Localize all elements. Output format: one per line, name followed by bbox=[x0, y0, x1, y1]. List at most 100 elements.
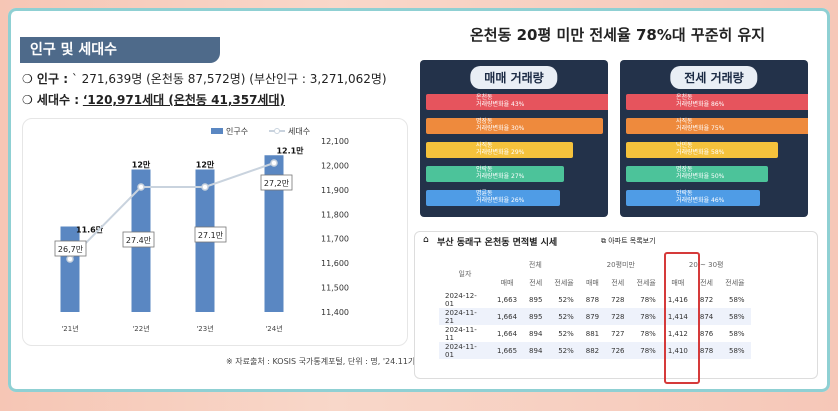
volume-bar: 사직동 거래량변화율 29% bbox=[426, 142, 573, 158]
external-link-icon: ⧉ bbox=[601, 237, 606, 245]
value-cell: 878 bbox=[585, 295, 600, 304]
household-point bbox=[137, 183, 145, 191]
x-tick-label: '23년 bbox=[196, 324, 213, 333]
household-label: ❍ 세대수 : bbox=[22, 93, 80, 107]
value-cell: 894 bbox=[523, 342, 549, 359]
sub-header: 전세 bbox=[611, 278, 625, 287]
bar-change-rate: 거래량변화율 58% bbox=[676, 149, 725, 156]
source-note: ※ 자료출처 : KOSIS 국가통계포털, 단위 : 명, '24.11기준 bbox=[226, 357, 423, 366]
bar-change-rate: 거래량변화율 30% bbox=[476, 125, 525, 132]
y-tick-label: 11,700 bbox=[321, 235, 349, 244]
value-cell: 876 bbox=[699, 329, 714, 338]
value-cell: 882 bbox=[579, 342, 606, 359]
value-cell: 881 bbox=[585, 329, 600, 338]
value-cell: 728 bbox=[611, 295, 625, 304]
headline: 온천동 20평 미만 전세율 78%대 꾸준히 유지 bbox=[470, 26, 766, 44]
bar-change-rate: 거래량변화율 75% bbox=[676, 125, 725, 132]
bar-change-rate: 거래량변화율 26% bbox=[476, 197, 525, 204]
group-header: 20 ~ 30평 bbox=[688, 261, 724, 269]
volume-bar: 안락동 거래량변화율 46% bbox=[626, 190, 760, 206]
bar-change-rate: 거래량변화율 86% bbox=[676, 101, 725, 108]
bar-area-name: 명장동 bbox=[676, 166, 693, 174]
population-label: ❍ 인구 : bbox=[22, 72, 68, 86]
household-label-box bbox=[260, 174, 293, 191]
sub-header: 전세 bbox=[700, 278, 713, 287]
jeonse-volume-panel: 전세 거래량 온천동 거래량변화율 86% 사직동 거래량변화율 75% 낙민동 거래량변… bbox=[620, 60, 808, 217]
value-cell: 52% bbox=[548, 308, 580, 325]
bar-change-rate: 거래량변화율 29% bbox=[476, 149, 525, 156]
value-cell: 872 bbox=[699, 295, 714, 304]
household-line bbox=[69, 162, 275, 260]
bar-change-rate: 거래량변화율 50% bbox=[676, 173, 725, 180]
value-cell: 726 bbox=[605, 342, 631, 359]
value-cell: 1,412 bbox=[667, 329, 688, 338]
group-header: 20평미만 bbox=[606, 261, 635, 269]
value-cell: 52% bbox=[558, 329, 574, 338]
population-info: ❍ 인구 : ` 271,639명 (온천동 87,572명) (부산인구 : … bbox=[22, 70, 402, 112]
value-cell: 728 bbox=[605, 308, 631, 325]
volume-bar: 온천동 거래량변화율 43% bbox=[426, 94, 608, 110]
household-point bbox=[201, 183, 209, 191]
household-label-box bbox=[194, 226, 227, 243]
value-cell: 1,410 bbox=[661, 342, 694, 359]
bar-value-label: 12만 bbox=[132, 160, 151, 170]
bar-area-name: 안락동 bbox=[676, 190, 693, 198]
household-value-label: 27.4만 bbox=[126, 236, 152, 245]
volume-bar: 사직동 거래량변화율 75% bbox=[626, 118, 808, 134]
population-bar bbox=[60, 226, 80, 312]
bar-area-name: 낙민동 bbox=[676, 142, 693, 150]
table-row: 2024-11-11 1,664 894 52% 881 727 78% 1,412 876 58… bbox=[439, 325, 751, 342]
sub-header: 전세 bbox=[529, 278, 543, 287]
bar-area-name: 사직동 bbox=[476, 142, 493, 150]
bar-value-label: 11.6만 bbox=[76, 225, 104, 235]
household-point bbox=[270, 159, 278, 167]
bar-area-name: 안락동 bbox=[476, 166, 493, 174]
bar-area-name: 명장동 bbox=[476, 118, 493, 126]
home-icon: ⌂ bbox=[423, 235, 429, 245]
legend-population: 인구수 bbox=[226, 126, 248, 136]
sub-header: 매매 bbox=[500, 278, 514, 287]
value-cell: 895 bbox=[523, 308, 549, 325]
household-point bbox=[66, 255, 74, 263]
sub-header: 전세율 bbox=[636, 278, 656, 287]
legend-households: 세대수 bbox=[288, 127, 310, 136]
household-line: ❍ 세대수 : ‘120,971세대 (온천동 41,357세대) bbox=[22, 91, 402, 108]
bar-value-label: 12.1만 bbox=[276, 145, 304, 155]
apartment-list-label: 아파트 목록보기 bbox=[608, 237, 656, 245]
household-label-box bbox=[122, 231, 155, 248]
bar-change-rate: 거래량변화율 27% bbox=[476, 173, 525, 180]
y-tick-label: 11,500 bbox=[321, 284, 349, 293]
bar-area-name: 사직동 bbox=[676, 118, 693, 126]
x-tick-label: '24년 bbox=[265, 324, 282, 333]
x-tick-label: '22년 bbox=[132, 324, 149, 333]
table-row: 2024-11-21 1,664 895 52% 879 728 78% 1,414 874 58… bbox=[439, 308, 751, 325]
date-cell: 2024-12-01 bbox=[445, 291, 477, 308]
value-cell: 58% bbox=[729, 329, 745, 338]
value-cell: 879 bbox=[579, 308, 606, 325]
value-cell: 52% bbox=[548, 342, 580, 359]
household-value: ‘120,971세대 (온천동 41,357세대) bbox=[82, 93, 286, 107]
population-bar bbox=[264, 155, 284, 312]
value-cell: 1,663 bbox=[497, 295, 518, 304]
sales-volume-panel: 매매 거래량 온천동 거래량변화율 43% 명장동 거래량변화율 30% 사직동 거래량변… bbox=[420, 60, 608, 217]
value-cell: 727 bbox=[611, 329, 625, 338]
volume-bar: 명장동 거래량변화율 50% bbox=[626, 166, 768, 182]
volume-bar: 명륜동 거래량변화율 26% bbox=[426, 190, 560, 206]
sub-header: 전세율 bbox=[725, 278, 745, 287]
apartment-list-link[interactable]: ⧉ 아파트 목록보기 bbox=[601, 236, 656, 246]
bar-value-label: 12만 bbox=[196, 160, 215, 170]
value-cell: 878 bbox=[693, 342, 720, 359]
value-cell: 78% bbox=[630, 342, 662, 359]
col-header-date: 일자 bbox=[458, 269, 472, 278]
highlight-box bbox=[664, 252, 700, 384]
y-tick-label: 11,900 bbox=[321, 186, 349, 195]
volume-bar: 명장동 거래량변화율 30% bbox=[426, 118, 603, 134]
date-cell: 2024-11-01 bbox=[439, 342, 491, 359]
bar-area-name: 명륜동 bbox=[476, 190, 493, 198]
volume-bar: 안락동 거래량변화율 27% bbox=[426, 166, 564, 182]
volume-bar: 온천동 거래량변화율 86% bbox=[626, 94, 808, 110]
value-cell: 52% bbox=[558, 295, 574, 304]
value-cell: 874 bbox=[693, 308, 720, 325]
legend-bar-swatch bbox=[211, 128, 223, 134]
household-value-label: 27.1만 bbox=[198, 231, 224, 240]
